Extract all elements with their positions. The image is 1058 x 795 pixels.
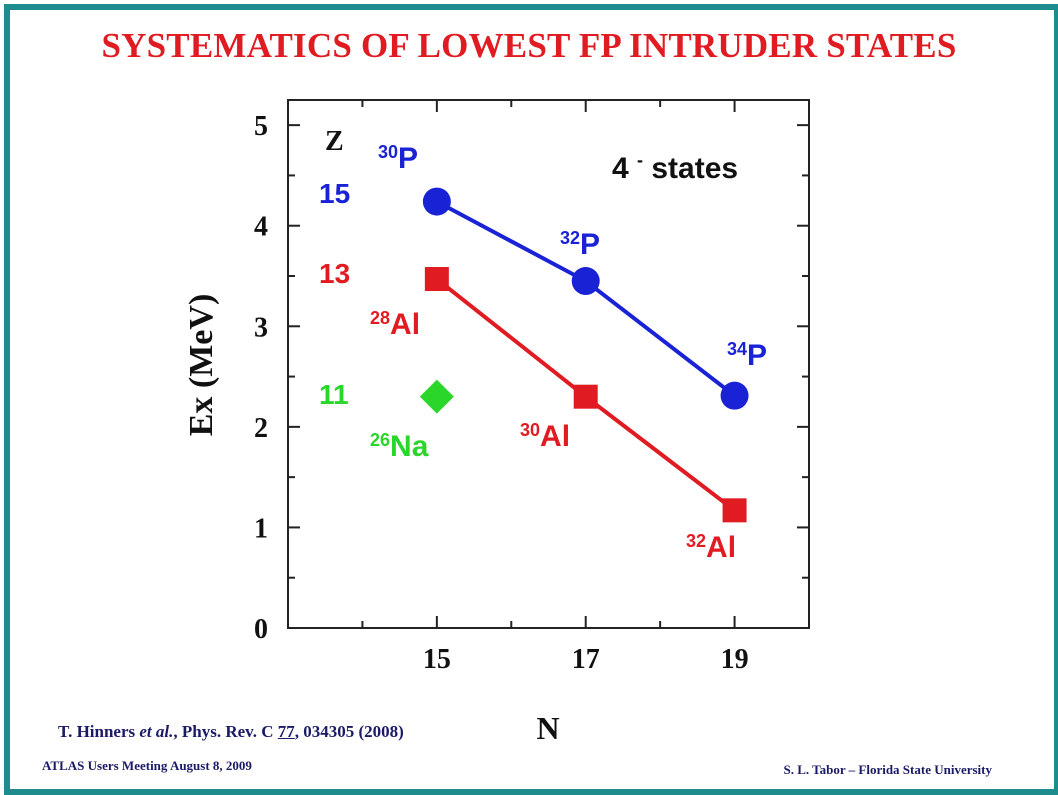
x-tick-label: 19	[721, 644, 749, 675]
states-annotation-rest: states	[651, 152, 738, 185]
y-tick-label: 1	[254, 513, 268, 544]
ref-rest: , 034305 (2008)	[294, 722, 404, 741]
states-annotation-sup: -	[637, 150, 643, 170]
ref-authors: T. Hinners	[58, 722, 140, 741]
y-tick-label: 5	[254, 111, 268, 142]
y-tick-label: 2	[254, 413, 268, 444]
z-label-11: 11	[319, 379, 349, 410]
y-tick-label: 4	[254, 212, 268, 243]
x-tick-label: 17	[572, 644, 600, 675]
point-z15-n17	[571, 267, 600, 296]
z-label-13: 13	[319, 258, 350, 289]
ref-etal: et al.	[139, 722, 174, 741]
reference-citation: T. Hinners et al., Phys. Rev. C 77, 0343…	[58, 722, 404, 742]
states-annotation: 4 - states	[612, 140, 738, 185]
isotope-28al: 28Al	[370, 308, 420, 341]
isotope-30p: 30P	[378, 142, 418, 175]
isotope-32p: 32P	[560, 228, 600, 261]
footer-meeting: ATLAS Users Meeting August 8, 2009	[42, 758, 252, 773]
x-axis-label: N	[536, 710, 559, 746]
point-z13-n17	[573, 384, 598, 409]
isotope-30al: 30Al	[520, 420, 570, 453]
states-annotation-main: 4	[612, 152, 629, 185]
z-label-15: 15	[319, 178, 350, 209]
plot-area	[287, 99, 810, 629]
point-z15-n15	[422, 187, 451, 216]
x-tick-label: 15	[423, 644, 451, 675]
point-z13-n15	[424, 267, 449, 292]
slide-title: SYSTEMATICS OF LOWEST FP INTRUDER STATES	[101, 26, 957, 65]
axis-ticks: 0 1 2 3 4 5 15 17 19	[254, 100, 809, 675]
z-header: Z	[325, 126, 344, 157]
point-z13-n19	[722, 498, 747, 523]
ref-journal: , Phys. Rev. C	[173, 722, 278, 741]
slide-frame	[4, 4, 1058, 795]
isotope-labels: 30P 32P 34P 28Al 30Al 32Al 26Na	[370, 142, 767, 564]
y-tick-label: 3	[254, 312, 268, 343]
y-axis-label: Ex (MeV)	[183, 294, 220, 437]
z-labels: 15 13 11	[319, 178, 350, 410]
point-z11-n15	[419, 379, 454, 414]
ref-volume: 77	[277, 722, 295, 741]
isotope-26na: 26Na	[370, 430, 429, 463]
y-tick-label: 0	[254, 614, 268, 645]
isotope-34p: 34P	[727, 339, 767, 372]
point-z15-n19	[720, 381, 749, 410]
data-points	[419, 187, 749, 523]
isotope-32al: 32Al	[686, 531, 736, 564]
footer-author: S. L. Tabor – Florida State University	[783, 762, 992, 777]
